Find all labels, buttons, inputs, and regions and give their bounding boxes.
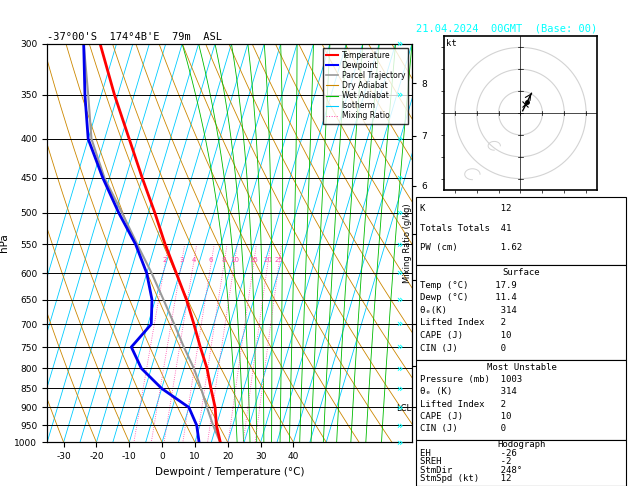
Text: »: » xyxy=(397,364,403,373)
Text: 10: 10 xyxy=(230,257,239,263)
Text: Hodograph: Hodograph xyxy=(498,440,545,450)
Text: »: » xyxy=(397,268,403,278)
Text: 15: 15 xyxy=(249,257,258,263)
Text: 8: 8 xyxy=(222,257,226,263)
Text: »: » xyxy=(397,383,403,394)
Text: »: » xyxy=(397,437,403,447)
Text: CAPE (J)       10: CAPE (J) 10 xyxy=(420,412,511,421)
Text: »: » xyxy=(397,134,403,144)
Text: kt: kt xyxy=(446,39,457,48)
Text: CIN (J)        0: CIN (J) 0 xyxy=(420,344,506,353)
Text: θₑ(K)          314: θₑ(K) 314 xyxy=(420,306,516,315)
Text: EH             -26: EH -26 xyxy=(420,449,516,458)
Text: 3: 3 xyxy=(179,257,184,263)
Text: 4: 4 xyxy=(191,257,196,263)
Text: LCL: LCL xyxy=(396,404,411,413)
Text: -37°00'S  174°4B'E  79m  ASL: -37°00'S 174°4B'E 79m ASL xyxy=(47,32,222,42)
X-axis label: Dewpoint / Temperature (°C): Dewpoint / Temperature (°C) xyxy=(155,467,304,477)
Text: K              12: K 12 xyxy=(420,205,511,213)
Y-axis label: hPa: hPa xyxy=(0,234,9,252)
Text: »: » xyxy=(397,208,403,218)
Text: Surface: Surface xyxy=(503,268,540,277)
Text: »: » xyxy=(397,173,403,183)
Text: CAPE (J)       10: CAPE (J) 10 xyxy=(420,331,511,340)
Text: θₑ (K)         314: θₑ (K) 314 xyxy=(420,387,516,396)
Text: »: » xyxy=(397,295,403,305)
Text: »: » xyxy=(397,342,403,352)
Text: Lifted Index   2: Lifted Index 2 xyxy=(420,399,506,409)
Text: »: » xyxy=(397,402,403,413)
Text: Most Unstable: Most Unstable xyxy=(486,363,557,371)
Text: StmDir         248°: StmDir 248° xyxy=(420,466,521,474)
Text: PW (cm)        1.62: PW (cm) 1.62 xyxy=(420,243,521,252)
Text: »: » xyxy=(397,240,403,249)
Text: StmSpd (kt)    12: StmSpd (kt) 12 xyxy=(420,474,511,483)
Legend: Temperature, Dewpoint, Parcel Trajectory, Dry Adiabat, Wet Adiabat, Isotherm, Mi: Temperature, Dewpoint, Parcel Trajectory… xyxy=(323,48,408,123)
Text: 25: 25 xyxy=(275,257,284,263)
Text: »: » xyxy=(397,319,403,329)
Text: »: » xyxy=(397,90,403,100)
Text: Temp (°C)     17.9: Temp (°C) 17.9 xyxy=(420,280,516,290)
Text: 6: 6 xyxy=(209,257,213,263)
Text: 21.04.2024  00GMT  (Base: 00): 21.04.2024 00GMT (Base: 00) xyxy=(416,23,598,34)
Y-axis label: km
ASL: km ASL xyxy=(430,234,451,252)
Text: Mixing Ratio (g/kg): Mixing Ratio (g/kg) xyxy=(403,203,412,283)
Text: »: » xyxy=(397,420,403,430)
Text: 2: 2 xyxy=(163,257,167,263)
Text: Pressure (mb)  1003: Pressure (mb) 1003 xyxy=(420,375,521,384)
Text: CIN (J)        0: CIN (J) 0 xyxy=(420,424,506,433)
Text: SREH           -2: SREH -2 xyxy=(420,457,511,466)
Text: »: » xyxy=(397,39,403,49)
Text: Dewp (°C)     11.4: Dewp (°C) 11.4 xyxy=(420,293,516,302)
Text: Lifted Index   2: Lifted Index 2 xyxy=(420,318,506,328)
Text: 20: 20 xyxy=(264,257,272,263)
Text: © weatheronline.co.uk: © weatheronline.co.uk xyxy=(469,474,574,484)
Text: Totals Totals  41: Totals Totals 41 xyxy=(420,224,511,233)
